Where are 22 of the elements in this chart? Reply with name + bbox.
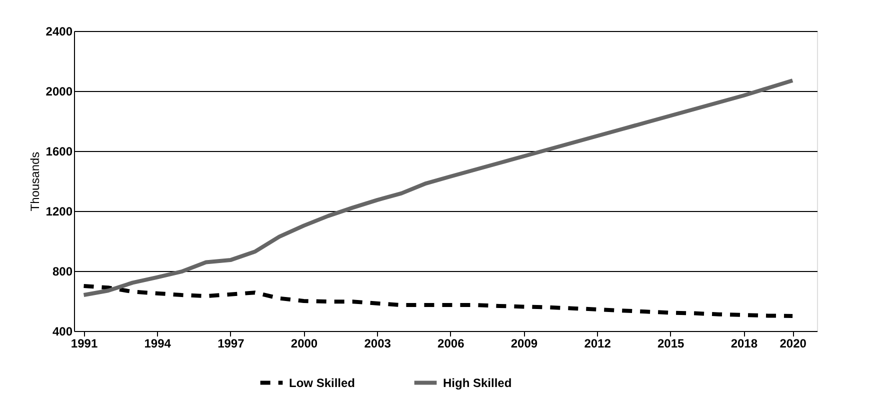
y-tick-label: 1600 <box>46 144 73 158</box>
x-tick-label: 2020 <box>780 336 807 350</box>
x-tick-label: 2009 <box>510 336 538 350</box>
legend-label: Low Skilled <box>289 376 356 390</box>
y-axis-title: Thousands <box>28 152 42 212</box>
x-tick-label: 2015 <box>658 336 685 350</box>
x-tick-label: 2006 <box>438 336 465 350</box>
legend-label: High Skilled <box>443 376 512 390</box>
y-tick-label: 800 <box>52 264 73 278</box>
x-tick-label: 2003 <box>364 336 392 350</box>
line-series <box>82 284 795 318</box>
x-tick-label: 2018 <box>730 336 758 350</box>
x-tick-label: 1991 <box>70 336 98 350</box>
x-tick-label: 2000 <box>290 336 318 350</box>
y-tick-label: 1200 <box>46 204 73 218</box>
x-tick-label: 1994 <box>144 336 172 350</box>
y-tick-label: 2400 <box>46 24 73 38</box>
x-tick-label: 2012 <box>584 336 612 350</box>
y-tick-label: 400 <box>52 324 73 338</box>
line-series <box>82 78 795 297</box>
y-tick-label: 2000 <box>46 84 73 98</box>
x-tick-label: 1997 <box>218 336 245 350</box>
